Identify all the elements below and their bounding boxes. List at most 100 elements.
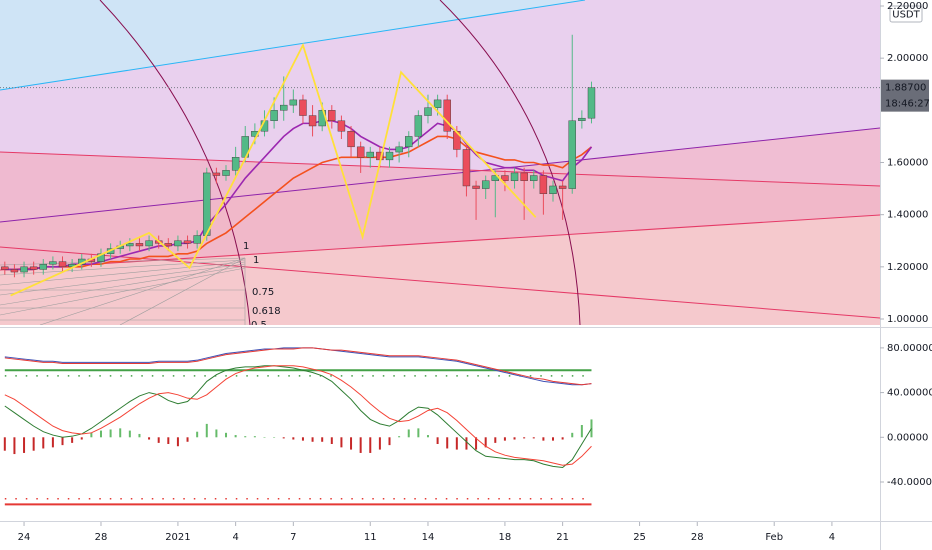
y-tick-label: 2.20000 (887, 1, 928, 12)
histogram-bar (407, 429, 410, 438)
last-price-box (881, 79, 929, 112)
candle-body (29, 266, 38, 270)
histogram-bar (3, 437, 6, 451)
histogram-bar (273, 437, 276, 438)
candle-body (20, 266, 28, 273)
candle-body (280, 104, 288, 111)
y-tick-label: 0.00000 (887, 432, 928, 443)
indicator-line (4, 365, 592, 468)
histogram-bar (253, 436, 256, 438)
candle-body (356, 146, 365, 158)
histogram-bar (301, 437, 304, 441)
fib-label: 0.5 (251, 320, 267, 331)
candle-body (549, 185, 557, 195)
indicator-line (4, 347, 592, 386)
candle-body (385, 151, 394, 161)
histogram-bar (552, 437, 555, 441)
histogram-bar (532, 437, 535, 439)
candle-body (558, 185, 567, 189)
candle-body (193, 235, 201, 244)
x-tick-label: 28 (95, 532, 108, 543)
candle-body (539, 175, 548, 195)
candle-body (231, 157, 240, 171)
x-tick-label: 18 (499, 532, 512, 543)
indicator-line (4, 365, 592, 466)
histogram-bar (475, 437, 478, 450)
histogram-bar (282, 437, 285, 439)
histogram-bar (340, 437, 343, 448)
histogram-bar (13, 437, 16, 455)
candle-body (49, 261, 57, 265)
candle-body (347, 130, 355, 148)
y-tick-label: 40.00000 (887, 388, 932, 399)
histogram-bar (369, 437, 372, 453)
histogram-bar (196, 431, 199, 438)
candle-body (501, 175, 509, 181)
histogram-bar (23, 437, 26, 453)
drawing-background (0, 0, 880, 325)
candle-body (203, 172, 211, 236)
x-tick-label: 4 (232, 532, 238, 543)
y-tick-label: 1.20000 (887, 262, 928, 273)
candle-body (222, 170, 230, 176)
x-tick-label: 25 (633, 532, 646, 543)
histogram-bar (426, 435, 429, 438)
candle-body (481, 180, 490, 189)
fib-label: 0.75 (252, 287, 274, 298)
histogram-bar (513, 437, 516, 440)
fib-label: 0.618 (252, 306, 281, 317)
histogram-bar (465, 437, 468, 450)
histogram-bar (215, 429, 218, 438)
histogram-bar (157, 437, 160, 443)
candle-body (289, 99, 298, 106)
histogram-bar (128, 430, 131, 438)
x-tick-label: 21 (556, 532, 569, 543)
x-tick-label: 2021 (165, 532, 190, 543)
candle-body (174, 240, 182, 247)
y-tick-label: 2.00000 (887, 53, 928, 64)
histogram-bar (446, 437, 449, 449)
candle-body (510, 172, 519, 181)
histogram-bar (51, 437, 54, 448)
price-pane: 11 0.75 0.618 0.5 (0, 34, 880, 331)
histogram-bar (417, 428, 420, 438)
histogram-bar (176, 437, 179, 447)
candle-body (135, 243, 144, 247)
candle-body (308, 115, 317, 127)
candle-body (587, 87, 596, 119)
candle-body (39, 264, 47, 270)
candle-body (270, 110, 278, 121)
histogram-bar (234, 435, 237, 438)
candle-body (414, 115, 423, 137)
candle-body (405, 136, 413, 148)
histogram-bar (263, 437, 266, 438)
histogram-bar (119, 428, 122, 438)
x-tick-label: 4 (829, 532, 835, 543)
histogram-bar (561, 437, 564, 440)
fan-line (0, 246, 880, 319)
currency: USDT (892, 10, 920, 21)
candle-body (164, 243, 173, 247)
fib-label: 1 (253, 255, 259, 266)
candle-body (424, 107, 432, 116)
histogram-bar (167, 437, 170, 444)
x-tick-label: 11 (364, 532, 377, 543)
histogram-bar (321, 437, 324, 442)
y-tick-label: 80.00000 (887, 343, 932, 354)
histogram-bar (138, 433, 141, 438)
histogram-bar (398, 436, 401, 438)
fib-arc (99, 0, 251, 325)
candle-body (337, 120, 346, 132)
histogram-bar (99, 430, 102, 438)
histogram-bar (388, 437, 391, 446)
candle-body (395, 146, 403, 153)
histogram-bar (205, 423, 208, 438)
histogram-bar (244, 436, 247, 438)
histogram-bar (90, 432, 93, 438)
histogram-bar (542, 437, 545, 441)
histogram-bar (455, 437, 458, 450)
x-tick-label: 7 (290, 532, 296, 543)
last-price-label: 1.88700 (885, 83, 926, 94)
y-tick-label: 1.40000 (887, 210, 928, 221)
